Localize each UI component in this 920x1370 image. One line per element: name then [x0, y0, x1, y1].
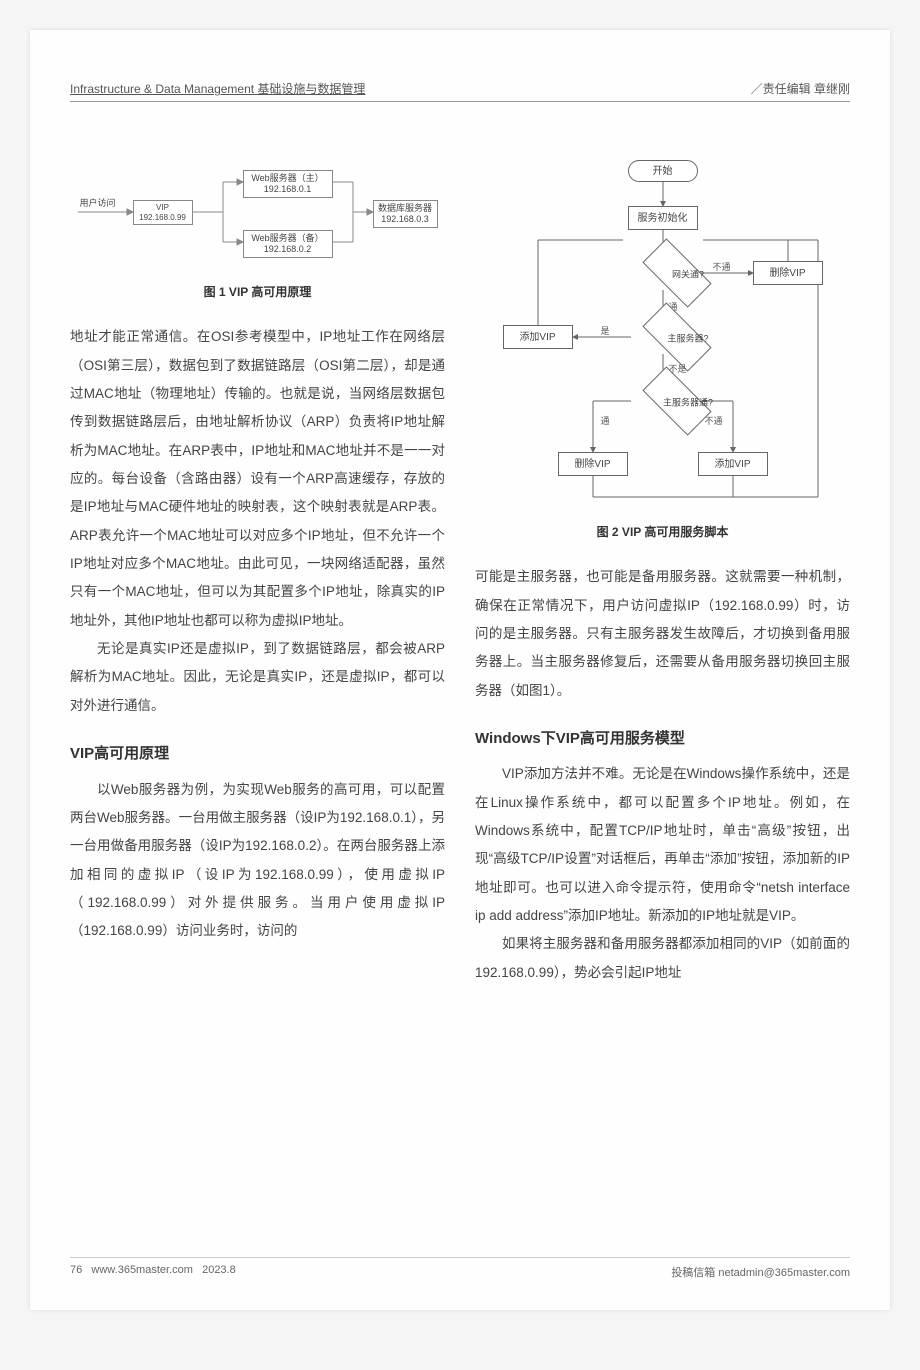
fig2-del-vip-bottom: 删除VIP: [558, 452, 628, 476]
page-number: 76: [70, 1264, 82, 1276]
fig2-edge-master-ok-no: 不通: [705, 412, 723, 431]
fig2-add-vip-bottom: 添加VIP: [698, 452, 768, 476]
section-windows-vip: Windows下VIP高可用服务模型: [475, 723, 850, 755]
left-column: 用户访问 VIP192.168.0.99 Web服务器（主）192.168.0.…: [70, 152, 445, 987]
page-header: Infrastructure & Data Management 基础设施与数据…: [70, 80, 850, 102]
right-p2: VIP添加方法并不难。无论是在Windows操作系统中，还是在Linux操作系统…: [475, 760, 850, 930]
footer-right: 投稿信箱 netadmin@365master.com: [671, 1264, 850, 1280]
right-p1: 可能是主服务器，也可能是备用服务器。这就需要一种机制，确保在正常情况下，用户访问…: [475, 563, 850, 705]
left-p3: 以Web服务器为例，为实现Web服务的高可用，可以配置两台Web服务器。一台用做…: [70, 776, 445, 946]
left-p2: 无论是真实IP还是虚拟IP，到了数据链路层，都会被ARP解析为MAC地址。因此，…: [70, 635, 445, 720]
left-p1: 地址才能正常通信。在OSI参考模型中，IP地址工作在网络层（OSI第三层），数据…: [70, 323, 445, 635]
fig1-vip-box: VIP192.168.0.99: [133, 200, 193, 225]
content-columns: 用户访问 VIP192.168.0.99 Web服务器（主）192.168.0.…: [70, 152, 850, 987]
header-editor: ／责任编辑 章继刚: [751, 80, 850, 97]
header-category: Infrastructure & Data Management 基础设施与数据…: [70, 80, 365, 97]
fig1-db: 数据库服务器192.168.0.3: [373, 200, 438, 228]
fig2-edge-is-master-yes: 是: [601, 322, 610, 341]
fig2-edge-gateway-no: 不通: [713, 258, 731, 277]
fig2-add-vip-left: 添加VIP: [503, 325, 573, 349]
fig1-web-main: Web服务器（主）192.168.0.1: [243, 170, 333, 198]
right-p3: 如果将主服务器和备用服务器都添加相同的VIP（如前面的192.168.0.99）…: [475, 930, 850, 987]
figure-2-caption: 图 2 VIP 高可用服务脚本: [475, 520, 850, 545]
section-vip-principle: VIP高可用原理: [70, 738, 445, 770]
figure-1-caption: 图 1 VIP 高可用原理: [70, 280, 445, 305]
fig2-del-vip-top: 删除VIP: [753, 261, 823, 285]
figure-2-flowchart: 开始 服务初始化 网关通? 删除VIP 不通 通 主服务器? 添加VIP 是 不…: [483, 152, 843, 512]
page: Infrastructure & Data Management 基础设施与数据…: [30, 30, 890, 1310]
footer-left: 76 www.365master.com 2023.8: [70, 1264, 236, 1280]
fig2-start: 开始: [628, 160, 698, 182]
right-column: 开始 服务初始化 网关通? 删除VIP 不通 通 主服务器? 添加VIP 是 不…: [475, 152, 850, 987]
fig1-web-backup: Web服务器（备）192.168.0.2: [243, 230, 333, 258]
fig1-user-label: 用户访问: [80, 194, 116, 213]
footer-date: 2023.8: [202, 1264, 236, 1276]
footer-site: www.365master.com: [91, 1264, 192, 1276]
fig2-edge-master-ok-yes: 通: [601, 412, 610, 431]
fig2-init: 服务初始化: [628, 206, 698, 230]
figure-1-diagram: 用户访问 VIP192.168.0.99 Web服务器（主）192.168.0.…: [78, 152, 438, 272]
page-footer: 76 www.365master.com 2023.8 投稿信箱 netadmi…: [70, 1257, 850, 1280]
